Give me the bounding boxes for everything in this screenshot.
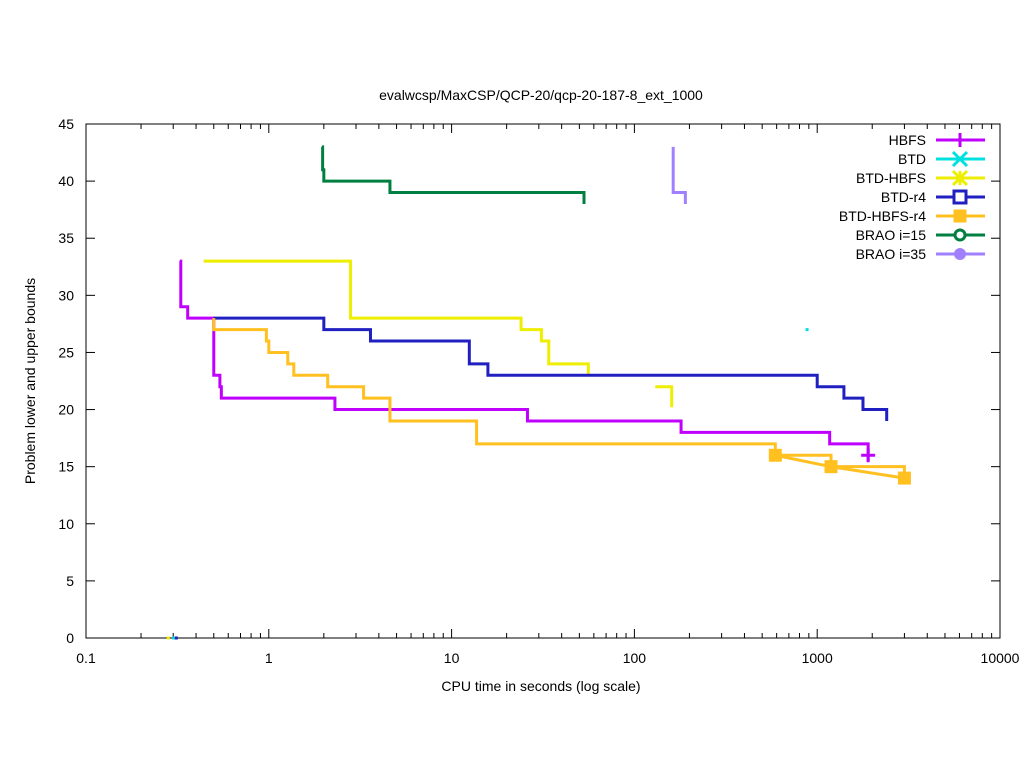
y-tick-label: 35 — [58, 230, 74, 246]
x-tick-label: 1000 — [802, 650, 833, 666]
marker-filled-square — [953, 209, 967, 223]
y-tick-label: 40 — [58, 173, 74, 189]
series-btd-hbfs-r4 — [212, 318, 911, 485]
y-tick-label: 5 — [66, 573, 74, 589]
data-point — [805, 328, 809, 332]
series-brao-i-15 — [321, 145, 586, 204]
y-tick-label: 15 — [58, 459, 74, 475]
y-tick-label: 25 — [58, 344, 74, 360]
series-btd-r4 — [213, 316, 889, 421]
legend-label: BRAO i=35 — [856, 246, 927, 262]
origin-mark — [172, 636, 176, 640]
y-tick-label: 0 — [66, 630, 74, 646]
y-axis-label: Problem lower and upper bounds — [22, 278, 38, 484]
origin-mark — [166, 636, 170, 640]
marker-filled-square — [768, 448, 782, 462]
series-line-segment — [655, 385, 674, 408]
origin-mark — [174, 636, 178, 640]
legend-label: BTD-HBFS-r4 — [839, 208, 926, 224]
series-btd-hbfs — [203, 259, 674, 408]
y-tick-label: 20 — [58, 402, 74, 418]
legend-label: BTD-r4 — [881, 189, 926, 205]
x-tick-label: 10000 — [981, 650, 1020, 666]
x-tick-label: 1 — [265, 650, 273, 666]
marker-open-square — [952, 189, 968, 205]
marker-cross — [951, 150, 969, 168]
origin-marks — [166, 636, 178, 640]
series-line — [212, 318, 777, 456]
legend-item: BTD-HBFS-r4 — [839, 208, 985, 224]
legend-item: BRAO i=15 — [856, 227, 985, 243]
y-tick-label: 10 — [58, 516, 74, 532]
x-axis: 0.1 1 10 100 1000 10000 — [76, 124, 1020, 666]
legend-label: BTD — [898, 151, 926, 167]
marker-plus — [953, 133, 967, 147]
chart-title: evalwcsp/MaxCSP/QCP-20/qcp-20-187-8_ext_… — [379, 87, 703, 103]
series-line — [671, 146, 687, 204]
marker-filled-square — [824, 460, 838, 474]
series-line — [321, 145, 586, 204]
legend-item: BTD-HBFS — [856, 169, 985, 187]
y-tick-label: 45 — [58, 116, 74, 132]
series-line — [203, 259, 590, 376]
marker-filled-circle — [954, 248, 966, 260]
marker-star — [951, 169, 969, 187]
series-line — [179, 259, 870, 456]
legend-label: BTD-HBFS — [856, 170, 926, 186]
legend-item: BRAO i=35 — [856, 246, 985, 262]
legend-item: HBFS — [889, 132, 985, 148]
y-tick-label: 30 — [58, 287, 74, 303]
marker-filled-square — [897, 471, 911, 485]
legend-item: BTD — [898, 150, 985, 168]
x-tick-label: 10 — [444, 650, 460, 666]
marker-open-circle — [953, 228, 967, 242]
marker-plus — [861, 448, 876, 463]
x-axis-label: CPU time in seconds (log scale) — [441, 678, 640, 694]
legend-label: BRAO i=15 — [856, 227, 927, 243]
legend-item: BTD-r4 — [881, 189, 985, 205]
series-hbfs — [179, 259, 876, 463]
x-tick-label: 100 — [623, 650, 647, 666]
legend-label: HBFS — [889, 132, 926, 148]
x-tick-label: 0.1 — [76, 650, 96, 666]
legend: HBFS BTD BTD-HBFS BTD-r4 BTD-HBFS-r4 BRAO i=1… — [839, 132, 985, 262]
series-line — [213, 316, 889, 421]
series-brao-i-35 — [671, 146, 687, 204]
plot-frame — [85, 123, 1001, 639]
series-layer — [166, 145, 911, 640]
series-btd — [805, 328, 809, 332]
y-axis: 0 5 10 15 20 25 30 35 40 45 — [58, 116, 1000, 646]
